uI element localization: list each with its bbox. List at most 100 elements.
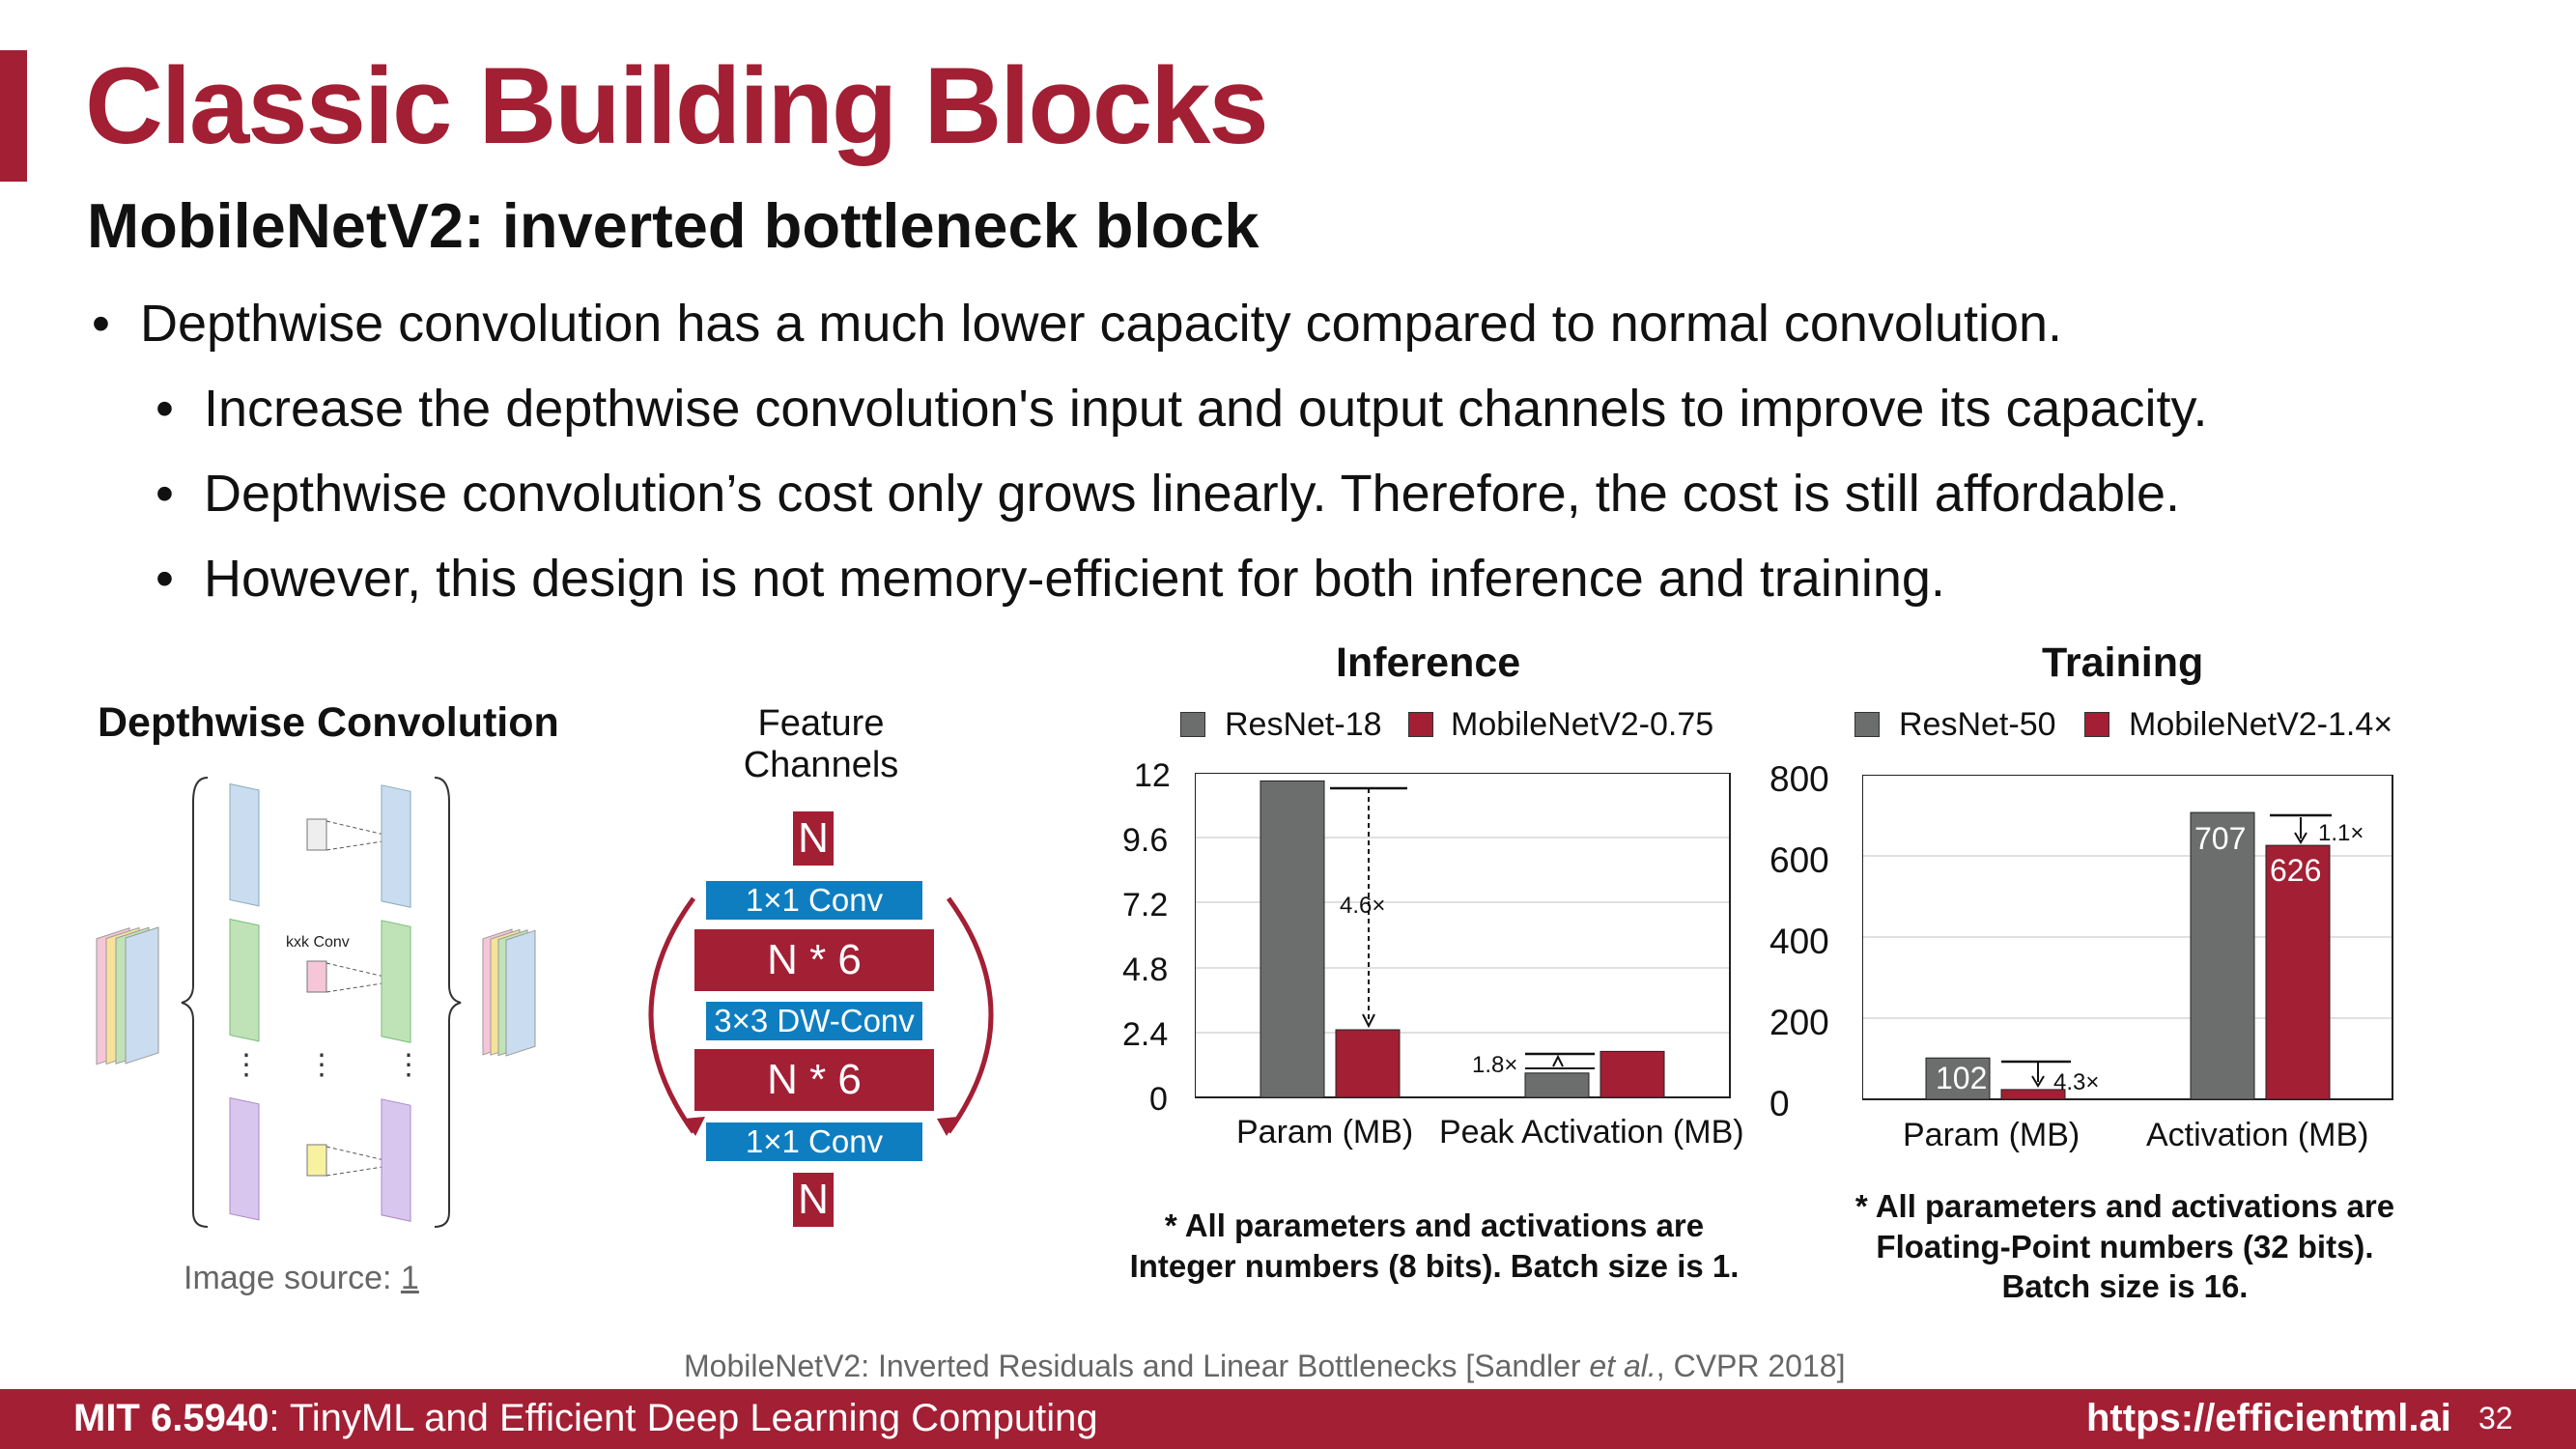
output-feature-stack [482, 928, 536, 1057]
legend-swatch-resnet50 [1854, 712, 1880, 737]
kernel-label: kxk Conv [286, 934, 350, 951]
inference-ytick-0: 0 [1149, 1081, 1168, 1118]
residual-connection-arcs [648, 896, 994, 1136]
image-source-link[interactable]: 1 [400, 1260, 419, 1296]
svg-text:⋮: ⋮ [307, 1049, 336, 1081]
bullet-4: • However, this design is not memory-eff… [156, 549, 1945, 609]
inference-ytick-4.8: 4.8 [1122, 952, 1169, 988]
footer-bar: MIT 6.5940: TinyML and Efficient Deep Le… [0, 1389, 2576, 1449]
legend-swatch-mobilenetv2-14 [2084, 712, 2109, 737]
bullet-1: • Depthwise convolution has a much lower… [92, 294, 2063, 354]
training-plot-frame [1862, 775, 2393, 1100]
image-source-label: Image source: [184, 1260, 401, 1296]
citation-text-before: MobileNetV2: Inverted Residuals and Line… [684, 1349, 1590, 1383]
training-chart-title: Training [2042, 639, 2204, 686]
training-xlabel-param: Param (MB) [1903, 1117, 2081, 1153]
training-note: * All parameters and activations are Flo… [1797, 1186, 2453, 1307]
depthwise-heading: Depthwise Convolution [98, 699, 559, 746]
training-ytick-800: 800 [1769, 759, 1829, 799]
inference-ytick-7.2: 7.2 [1122, 887, 1169, 923]
feature-channels-heading: Feature Channels [705, 703, 937, 785]
inference-annotation-param: 4.6× [1340, 893, 1385, 919]
svg-text:⋮: ⋮ [232, 1049, 261, 1081]
training-xlabel-activation: Activation (MB) [2146, 1117, 2369, 1153]
bullet-3: • Depthwise convolution’s cost only grow… [156, 464, 2181, 524]
page-number: 32 [2478, 1401, 2513, 1435]
inference-chart-plot: 4.6× 1.8× [1195, 773, 1731, 1098]
inference-ytick-9.6: 9.6 [1122, 822, 1169, 859]
bullet-text: Depthwise convolution’s cost only grows … [204, 465, 2181, 523]
training-ytick-0: 0 [1769, 1084, 1790, 1123]
training-reduction-arrow-activation [2270, 813, 2332, 844]
inference-annotation-activation: 1.8× [1472, 1052, 1517, 1078]
image-source: Image source: 1 [184, 1260, 419, 1297]
bullet-text: Increase the depthwise convolution's inp… [204, 380, 2208, 438]
legend-label-mobilenetv2-14: MobileNetV2-1.4× [2129, 706, 2393, 743]
bullet-marker: • [156, 380, 174, 438]
feature-channels-heading-line1: Feature [757, 703, 885, 744]
citation: MobileNetV2: Inverted Residuals and Line… [684, 1349, 1845, 1384]
legend-label-resnet18: ResNet-18 [1225, 706, 1382, 743]
title-accent-bar [0, 50, 27, 182]
block-input-n: N [793, 811, 834, 866]
depthwise-conv-illustration: kxk Conv ⋮ ⋮ ⋮ [96, 777, 536, 1228]
legend-swatch-mobilenetv2-075 [1408, 712, 1433, 737]
training-ytick-600: 600 [1769, 840, 1829, 880]
block-expanded-channels-2: N * 6 [694, 1049, 934, 1111]
training-bar-resnet50-activation [2190, 811, 2255, 1100]
training-bar-mobilenetv2-param [2000, 1089, 2066, 1100]
inference-note-line1: * All parameters and activations are [1164, 1208, 1705, 1243]
block-1x1-conv-expand: 1×1 Conv [706, 881, 922, 920]
citation-text-after: , CVPR 2018] [1656, 1349, 1846, 1383]
inference-ytick-2.4: 2.4 [1122, 1016, 1169, 1053]
citation-text-italic: et al. [1589, 1349, 1656, 1383]
inference-ytick-12: 12 [1134, 757, 1171, 794]
inference-chart-title: Inference [1336, 639, 1521, 686]
training-data-label-707: 707 [2194, 821, 2246, 856]
inference-bar-mobilenetv2-peak-activation [1599, 1050, 1665, 1098]
bullet-marker: • [156, 465, 174, 523]
inference-reduction-arrow-activation [1525, 1052, 1595, 1069]
legend-label-mobilenetv2-075: MobileNetV2-0.75 [1451, 706, 1714, 743]
inference-bar-resnet18-param [1260, 780, 1325, 1098]
input-feature-stack [96, 926, 159, 1065]
slide-title: Classic Building Blocks [85, 45, 1269, 166]
inference-xlabel-param: Param (MB) [1236, 1114, 1414, 1151]
footer-course-name: : TinyML and Efficient Deep Learning Com… [269, 1397, 1098, 1439]
legend-swatch-resnet18 [1180, 712, 1205, 737]
training-annotation-param: 4.3× [2053, 1069, 2099, 1095]
training-reduction-arrow-param [2001, 1060, 2071, 1088]
training-data-label-102: 102 [1936, 1061, 1987, 1095]
footer-url[interactable]: https://efficientml.ai [2086, 1397, 2451, 1439]
training-chart-plot: 102 707 626 4.3× 1.1× [1862, 775, 2393, 1100]
training-data-label-626: 626 [2270, 853, 2321, 888]
training-bar-mobilenetv2-activation [2265, 844, 2331, 1100]
inference-xlabel-peak-activation: Peak Activation (MB) [1439, 1114, 1744, 1151]
inference-reduction-arrow-param [1330, 786, 1407, 1029]
bullet-text: However, this design is not memory-effic… [204, 550, 1945, 608]
block-expanded-channels-1: N * 6 [694, 929, 934, 991]
inference-plot-frame [1195, 773, 1731, 1098]
training-bar-resnet50-param [1925, 1057, 1991, 1100]
inference-bar-resnet18-peak-activation [1524, 1072, 1590, 1098]
bullet-text: Depthwise convolution has a much lower c… [140, 295, 2063, 353]
bullet-marker: • [92, 295, 110, 353]
inference-note-line2: Integer numbers (8 bits). Batch size is … [1129, 1247, 1740, 1284]
inference-note: * All parameters and activations are Int… [1106, 1206, 1763, 1286]
block-output-n: N [793, 1173, 834, 1227]
training-annotation-activation: 1.1× [2318, 820, 2364, 846]
training-note-line2: Floating-Point numbers (32 bits). [1876, 1228, 2374, 1264]
bullet-2: • Increase the depthwise convolution's i… [156, 379, 2208, 439]
training-note-line3: Batch size is 16. [2001, 1268, 2249, 1305]
footer-course: MIT 6.5940: TinyML and Efficient Deep Le… [73, 1397, 1098, 1440]
bullet-marker: • [156, 550, 174, 608]
feature-channels-heading-line2: Channels [743, 744, 899, 785]
legend-label-resnet50: ResNet-50 [1899, 706, 2056, 743]
training-note-line1: * All parameters and activations are [1854, 1188, 2395, 1224]
svg-text:⋮: ⋮ [394, 1049, 423, 1081]
training-ytick-400: 400 [1769, 922, 1829, 961]
footer-course-code: MIT 6.5940 [73, 1397, 269, 1439]
slide-subtitle: MobileNetV2: inverted bottleneck block [87, 190, 1260, 261]
training-ytick-200: 200 [1769, 1003, 1829, 1042]
block-3x3-dw-conv: 3×3 DW-Conv [706, 1002, 922, 1040]
